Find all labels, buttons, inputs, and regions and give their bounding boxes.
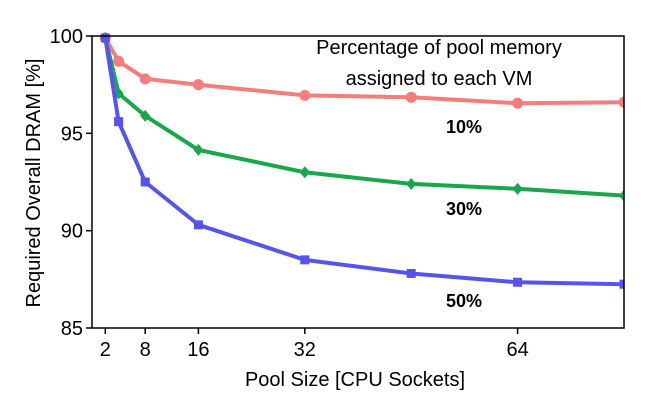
- series-2-point: [193, 220, 203, 230]
- legend-title-line-2: assigned to each VM: [346, 68, 533, 90]
- series-0-point: [192, 79, 204, 91]
- y-tick-label: 90: [61, 221, 83, 243]
- x-tick-label: 8: [140, 339, 151, 361]
- series-2-point: [100, 33, 110, 43]
- series-2-point: [513, 277, 523, 287]
- series-0-point: [618, 96, 624, 108]
- series-group: [99, 31, 624, 289]
- y-axis-title: Required Overall DRAM [%]: [23, 59, 45, 308]
- series-line-2: [103, 37, 624, 287]
- series-label-10pct: 10%: [446, 117, 482, 137]
- series-2-point: [406, 268, 416, 278]
- series-1-point: [512, 182, 523, 195]
- x-tick-label: 16: [187, 339, 209, 361]
- x-tick-label: 32: [294, 339, 316, 361]
- y-tick-label: 100: [50, 26, 83, 48]
- series-2-point: [300, 255, 310, 265]
- series-2-point: [140, 177, 150, 187]
- plot-frame: [91, 35, 625, 329]
- series-1-point: [193, 143, 204, 156]
- y-tick-label: 85: [61, 318, 83, 340]
- x-tick-label: 64: [506, 339, 528, 361]
- series-0-point: [113, 55, 125, 67]
- ticks-layer: 85 90 95 100 2 8 16 32 64: [50, 26, 529, 361]
- series-0-point: [139, 73, 151, 85]
- series-layer: [99, 31, 624, 289]
- series-0-point: [299, 89, 311, 101]
- series-1-point: [406, 177, 417, 190]
- series-line-1: [103, 37, 624, 198]
- legend-title-line-1: Percentage of pool memory: [316, 37, 562, 59]
- series-0-point: [512, 97, 524, 109]
- series-2-point: [619, 279, 624, 289]
- series-0-point: [405, 91, 417, 103]
- series-label-30pct: 30%: [446, 199, 482, 219]
- series-label-50pct: 50%: [446, 291, 482, 311]
- y-tick-label: 95: [61, 123, 83, 145]
- series-1-point: [299, 166, 310, 179]
- x-axis-title: Pool Size [CPU Sockets]: [245, 369, 465, 391]
- x-tick-label: 2: [100, 339, 111, 361]
- series-1-point: [140, 109, 151, 122]
- series-2-point: [114, 117, 124, 127]
- series-1-point: [619, 189, 624, 202]
